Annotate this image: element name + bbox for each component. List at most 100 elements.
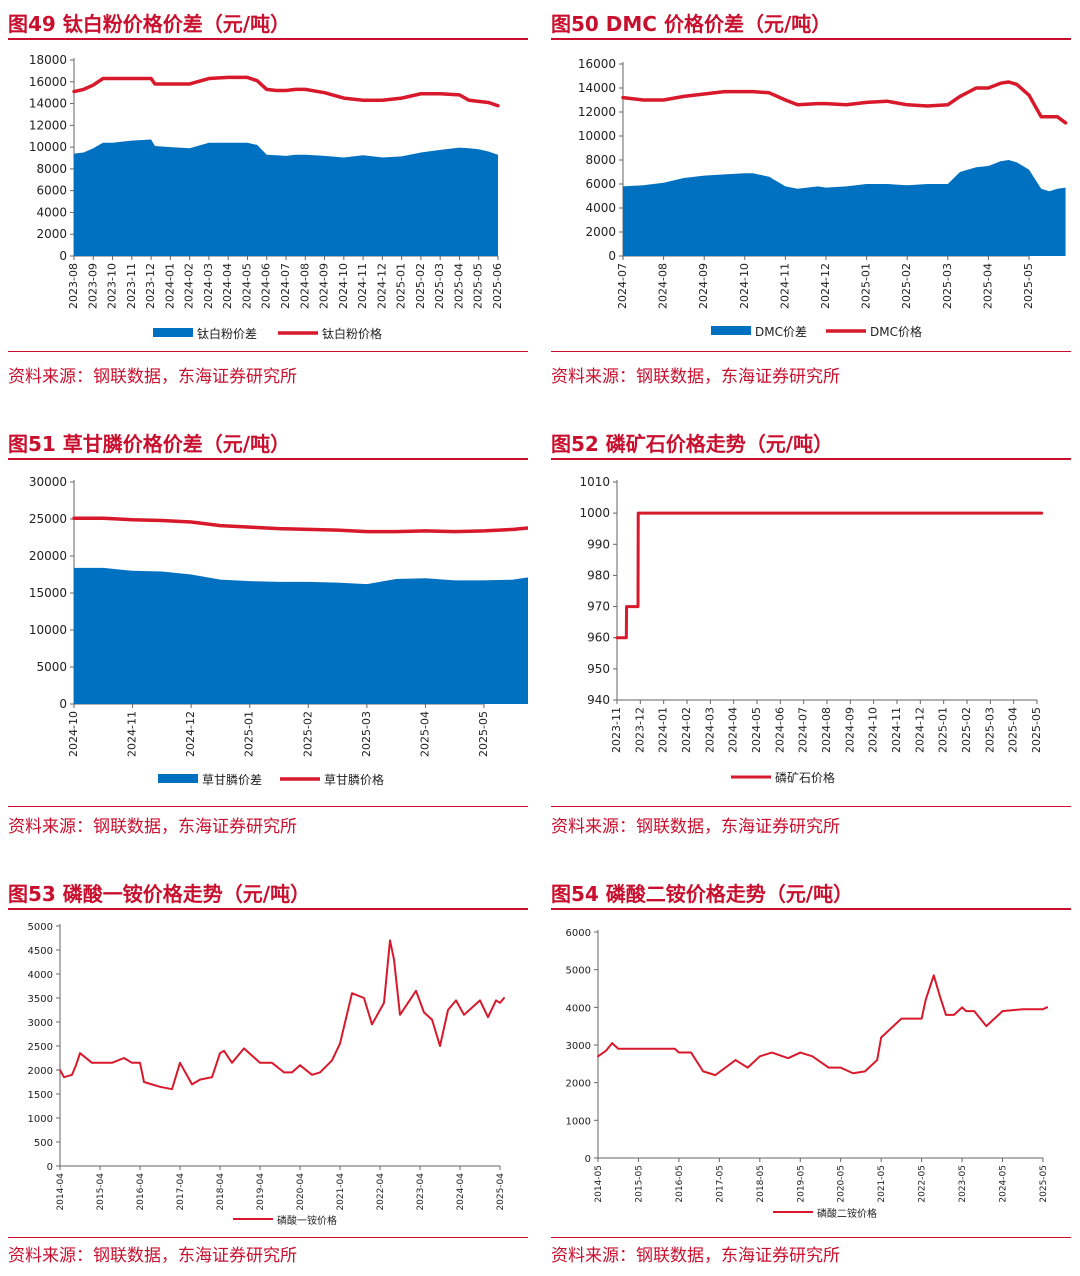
x-tick-label: 2025-06 [491,263,504,309]
chart-title: 图54 磷酸二铵价格走势（元/吨） [551,882,854,906]
x-tick-label: 2025-02 [301,711,314,757]
y-tick-label: 1000 [566,1116,591,1127]
y-tick-label: 20000 [29,549,67,563]
x-tick-label: 2024-05 [750,707,763,753]
y-tick-label: 25000 [29,512,67,526]
chart-52-plot: 940 950 960 970 980 990 1000 1010 2023-11 2023-12… [579,475,1044,785]
series-line-1 [621,80,1068,125]
legend-swatch-area [158,774,198,783]
x-tick-label: 2021-05 [877,1165,887,1203]
y-tick-label: 5000 [566,966,591,977]
y-tick-label: 5000 [28,922,53,933]
chart-49-plot: 0 2000 4000 6000 8000 10000 12000 14000 16000 180… [29,53,504,341]
y-tick-label: 2000 [36,227,67,241]
title-rule [8,38,528,40]
y-tick-label: 2500 [28,1042,53,1053]
legend-label: DMC价差 [755,325,807,339]
x-tick-label: 2020-05 [837,1165,847,1203]
x-tick-label: 2025-01 [937,707,950,753]
y-tick-label: 6000 [585,177,616,191]
legend-label: 磷酸二铵价格 [817,1207,877,1220]
y-tick-label: 0 [585,1154,591,1165]
x-tick-label: 2024-09 [843,707,856,753]
x-tick-label: 2024-07 [279,263,292,309]
title-rule [551,38,1071,40]
y-tick-label: 960 [587,631,610,645]
x-tick-label: 2025-05 [477,711,490,757]
x-tick-label: 2024-05 [240,263,253,309]
y-tick-label: 18000 [29,53,67,67]
x-tick-label: 2025-05 [1030,707,1043,753]
y-tick-label: 4000 [585,201,616,215]
x-tick-label: 2024-09 [697,263,710,309]
x-tick-label: 2022-05 [918,1165,928,1203]
x-tick-label: 2025-03 [941,263,954,309]
x-tick-label: 2024-10 [867,707,880,753]
y-tick-label: 3000 [28,1018,53,1029]
x-tick-label: 2023-11 [610,707,623,753]
legend-label: 草甘膦价格 [324,772,384,787]
x-tick-label: 2021-04 [336,1173,346,1211]
y-tick-label: 2000 [28,1066,53,1077]
title-rule [8,908,528,910]
y-tick-label: 500 [34,1138,53,1149]
x-tick-label: 2024-12 [819,263,832,309]
x-tick-label: 2024-06 [773,707,786,753]
y-tick-label: 1010 [579,475,610,489]
x-tick-label: 2024-11 [778,263,791,309]
x-tick-label: 2024-02 [680,707,693,753]
panel-chart-52: 图52 磷矿石价格走势（元/吨） 940 950 960 970 980 990 1000 1… [551,426,1071,837]
legend-label: 钛白粉价格 [322,326,382,341]
x-tick-label: 2024-11 [126,711,139,757]
chart-51-plot: 0 5000 10000 15000 20000 25000 30000 2024-10 202… [29,475,528,787]
x-tick-label: 2024-02 [183,263,196,309]
legend-swatch-area [711,326,751,335]
y-tick-label: 14000 [578,81,616,95]
x-tick-label: 2025-03 [360,711,373,757]
x-tick-label: 2024-08 [820,707,833,753]
x-tick-label: 2025-02 [960,707,973,753]
y-tick-label: 16000 [578,57,616,71]
y-tick-label: 1500 [28,1090,53,1101]
x-tick-label: 2025-02 [900,263,913,309]
source-note: 资料来源：钢联数据，东海证券研究所 [8,817,297,837]
x-tick-label: 2024-03 [202,263,215,309]
y-tick-label: 0 [608,249,616,263]
x-tick-label: 2024-07 [797,707,810,753]
y-tick-label: 8000 [36,162,67,176]
y-tick-label: 12000 [29,118,67,132]
x-tick-label: 2025-02 [414,263,427,309]
y-tick-label: 30000 [29,475,67,489]
source-note: 资料来源：钢联数据，东海证券研究所 [551,367,840,387]
x-tick-label: 2014-05 [594,1165,604,1203]
y-tick-label: 5000 [36,660,67,674]
y-tick-label: 0 [47,1162,53,1173]
x-tick-label: 2024-10 [337,263,350,309]
x-tick-label: 2020-04 [296,1173,306,1211]
y-tick-label: 10000 [578,129,616,143]
x-tick-label: 2025-05 [1022,263,1035,309]
y-tick-label: 1000 [579,506,610,520]
source-note: 资料来源：钢联数据，东海证券研究所 [551,1246,840,1266]
x-tick-label: 2024-10 [738,263,751,309]
y-tick-label: 4500 [28,946,53,957]
x-tick-label: 2015-04 [96,1173,106,1211]
y-tick-label: 0 [59,697,67,711]
x-tick-label: 2023-12 [633,707,646,753]
y-tick-label: 2000 [585,225,616,239]
source-note: 资料来源：钢联数据，东海证券研究所 [8,1246,297,1266]
x-tick-label: 2017-05 [715,1165,725,1203]
x-tick-label: 2023-11 [125,263,138,309]
x-tick-label: 2024-08 [298,263,311,309]
x-tick-label: 2025-05 [1039,1165,1049,1203]
y-tick-label: 4000 [566,1003,591,1014]
series-line-0 [59,939,505,1091]
x-tick-label: 2023-09 [86,263,99,309]
x-tick-label: 2023-12 [144,263,157,309]
x-tick-label: 2025-03 [983,707,996,753]
series-area-0 [74,139,498,256]
panel-chart-51: 图51 草甘膦价格价差（元/吨） 0 5000 10000 15000 20000 250… [8,426,528,837]
x-tick-label: 2017-04 [176,1173,186,1211]
y-tick-label: 6000 [566,928,591,939]
source-note: 资料来源：钢联数据，东海证券研究所 [8,367,297,387]
